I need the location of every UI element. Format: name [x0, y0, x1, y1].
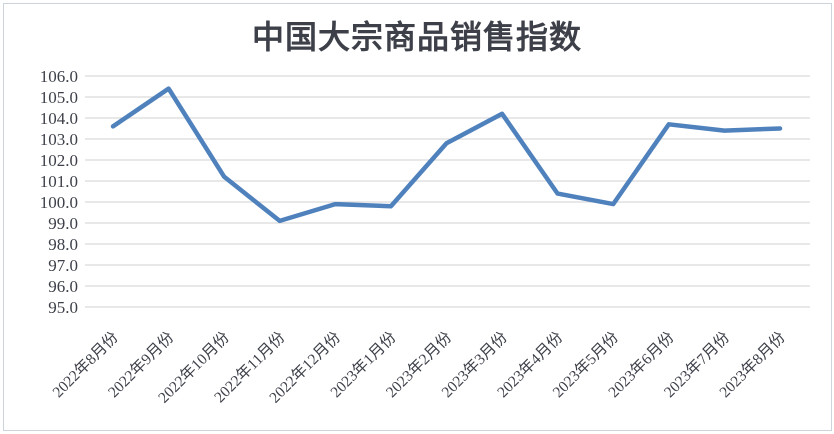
y-axis-tick-label: 100.0 [40, 193, 78, 212]
y-axis-tick-label: 103.0 [40, 130, 78, 149]
y-axis-tick-label: 96.0 [48, 277, 78, 296]
y-axis-tick-label: 95.0 [48, 298, 78, 317]
y-axis-tick-label: 102.0 [40, 151, 78, 170]
chart-title: 中国大宗商品销售指数 [251, 19, 582, 55]
series-line [110, 86, 783, 224]
y-axis-tick-label: 101.0 [40, 172, 78, 191]
y-axis-tick-label: 97.0 [48, 256, 78, 275]
y-axis-tick-label: 98.0 [48, 235, 78, 254]
y-axis-tick-label: 106.0 [40, 67, 78, 86]
y-axis-tick-label: 99.0 [48, 214, 78, 233]
y-axis-tick-label: 105.0 [40, 88, 78, 107]
y-axis-tick-label: 104.0 [40, 109, 78, 128]
